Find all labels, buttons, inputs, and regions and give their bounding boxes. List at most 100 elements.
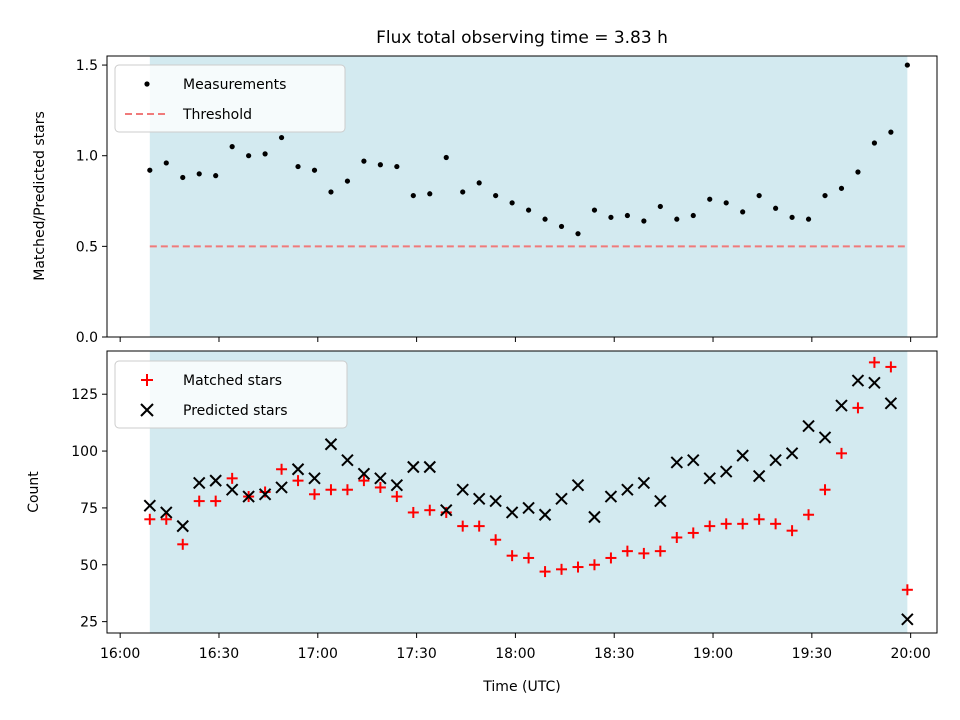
legend-matched-label: Matched stars bbox=[183, 373, 282, 389]
matched-star-point bbox=[325, 484, 337, 496]
predicted-star-point bbox=[522, 501, 535, 515]
matched-star-point bbox=[720, 518, 732, 530]
measurement-point bbox=[410, 192, 416, 199]
predicted-star-point bbox=[588, 510, 601, 524]
bottom-xtick-label: 19:00 bbox=[693, 646, 733, 662]
measurement-point bbox=[460, 189, 466, 195]
matched-star-point bbox=[358, 475, 370, 487]
top-legend-box bbox=[114, 64, 346, 133]
measurement-point bbox=[707, 196, 713, 202]
bottom-x-axis-label: Time (UTC) bbox=[482, 679, 560, 695]
bottom-xtick-label: 18:00 bbox=[495, 646, 535, 662]
measurement-point bbox=[180, 174, 186, 181]
top-ytick-label: 1.0 bbox=[76, 149, 98, 165]
matched-star-point bbox=[885, 361, 897, 373]
predicted-star-point bbox=[324, 438, 338, 451]
top-ytick-label: 1.5 bbox=[76, 58, 98, 74]
bottom-axes-frame bbox=[106, 350, 938, 634]
predicted-star-point bbox=[242, 490, 255, 503]
predicted-star-point bbox=[571, 478, 585, 492]
bottom-ytick-label: 75 bbox=[80, 501, 98, 517]
predicted-star-point bbox=[275, 481, 288, 494]
measurement-point bbox=[328, 189, 334, 195]
predicted-star-point bbox=[769, 453, 782, 467]
top-legend: Measurements Threshold bbox=[114, 64, 346, 133]
measurement-point bbox=[493, 192, 499, 199]
measurement-point bbox=[888, 129, 894, 135]
matched-star-point bbox=[374, 481, 386, 493]
measurement-point bbox=[756, 192, 762, 199]
matched-star-point bbox=[737, 518, 749, 530]
measurement-point bbox=[262, 151, 268, 157]
measurement-point bbox=[608, 214, 614, 220]
measurement-point bbox=[773, 205, 779, 211]
predicted-star-point bbox=[456, 483, 469, 496]
predicted-star-point bbox=[538, 508, 552, 521]
measurement-point bbox=[278, 134, 285, 141]
measurement-point bbox=[575, 231, 581, 237]
legend-predicted-label: Predicted stars bbox=[183, 403, 288, 419]
bottom-y-axis: 25 50 75 100 125 bbox=[71, 387, 107, 631]
matched-star-point bbox=[868, 356, 880, 368]
matched-star-point bbox=[193, 495, 205, 507]
bottom-data-marks bbox=[143, 356, 914, 626]
predicted-star-point bbox=[176, 519, 189, 533]
matched-star-point bbox=[457, 520, 469, 532]
matched-star-point bbox=[391, 491, 403, 503]
matched-star-point bbox=[588, 559, 600, 571]
measurement-point bbox=[657, 203, 663, 210]
bottom-ytick-label: 125 bbox=[71, 387, 98, 403]
measurement-point bbox=[789, 214, 795, 220]
predicted-star-point bbox=[374, 472, 387, 485]
predicted-star-point bbox=[258, 488, 272, 501]
bottom-xtick-label: 16:30 bbox=[199, 646, 239, 662]
predicted-star-point bbox=[851, 374, 865, 387]
matched-star-point bbox=[407, 506, 419, 518]
matched-star-point bbox=[704, 520, 716, 532]
predicted-star-point bbox=[472, 492, 486, 506]
matched-star-point bbox=[556, 563, 568, 575]
matched-star-point bbox=[506, 550, 518, 562]
matched-star-point bbox=[654, 545, 666, 557]
matched-star-point bbox=[687, 527, 699, 539]
predicted-star-point bbox=[440, 503, 453, 517]
legend-measurements-label: Measurements bbox=[183, 77, 286, 93]
measurement-point bbox=[805, 216, 812, 222]
measurement-point bbox=[213, 173, 219, 179]
predicted-star-point bbox=[193, 476, 206, 490]
measurement-point bbox=[295, 163, 301, 170]
matched-star-point bbox=[539, 566, 551, 578]
matched-star-point bbox=[852, 402, 864, 414]
measurement-point bbox=[855, 169, 861, 175]
predicted-star-point bbox=[703, 472, 716, 485]
top-y-axis-label: Matched/Predicted stars bbox=[32, 111, 48, 281]
matched-star-point bbox=[786, 525, 798, 537]
top-y-axis: 0.0 0.5 1.0 1.5 bbox=[76, 58, 107, 346]
matched-star-point bbox=[819, 484, 831, 496]
measurement-point bbox=[311, 167, 318, 173]
top-data-marks bbox=[147, 62, 910, 248]
matched-star-point bbox=[309, 488, 320, 500]
predicted-star-point bbox=[621, 483, 634, 496]
matched-star-point bbox=[177, 538, 189, 550]
predicted-star-point bbox=[143, 499, 157, 512]
matched-star-point bbox=[490, 534, 502, 546]
measurement-point bbox=[904, 62, 910, 68]
matched-star-point bbox=[835, 447, 847, 459]
measurement-point bbox=[229, 144, 235, 150]
predicted-star-point bbox=[308, 472, 321, 485]
bottom-xtick-label: 17:30 bbox=[396, 646, 436, 662]
matched-star-point bbox=[901, 584, 913, 596]
legend-matched-marker bbox=[141, 374, 153, 386]
matched-star-point bbox=[144, 513, 156, 525]
predicted-star-point bbox=[390, 478, 404, 492]
measurement-point bbox=[838, 185, 845, 191]
measurement-point bbox=[641, 218, 647, 224]
measurement-point bbox=[542, 216, 548, 222]
predicted-star-point bbox=[407, 460, 420, 474]
measurement-point bbox=[690, 212, 696, 219]
matched-star-point bbox=[638, 547, 650, 559]
predicted-star-point bbox=[291, 463, 305, 476]
measurement-point bbox=[163, 160, 169, 166]
